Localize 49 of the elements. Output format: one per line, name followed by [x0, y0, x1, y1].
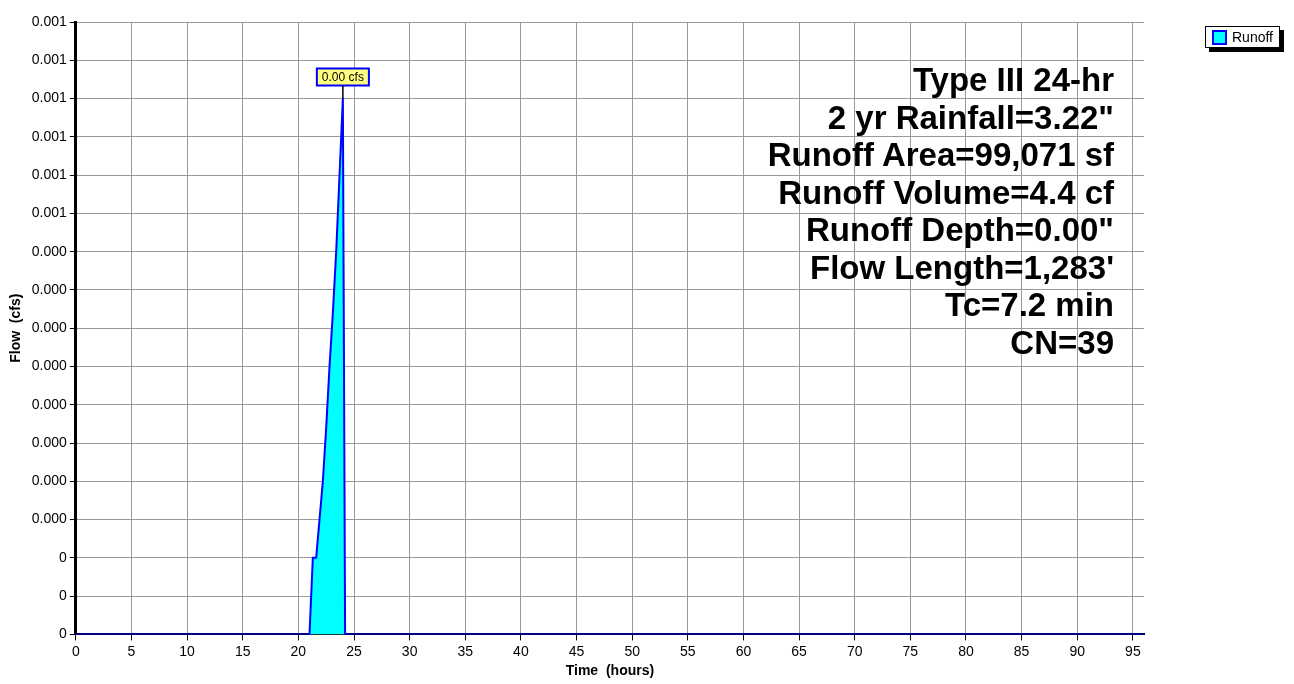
x-axis-title: Time (hours) [565, 662, 655, 679]
annotation: 2 yr Rainfall=3.22" [827, 98, 1114, 136]
annotation: Runoff Volume=4.4 cf [778, 173, 1115, 211]
y-tick-label: 0.001 [31, 12, 68, 29]
y-tick-label: 0 [59, 625, 68, 642]
x-tick-label: 50 [624, 642, 641, 659]
x-tick-label: 45 [568, 642, 585, 659]
annotation: Flow Length=1,283' [810, 248, 1114, 286]
x-tick-label: 40 [513, 642, 529, 659]
y-tick-label: 0.001 [31, 165, 68, 182]
x-tick-label: 5 [127, 642, 136, 659]
x-tick-label: 65 [791, 642, 808, 659]
y-tick-label: 0.000 [31, 510, 68, 527]
y-tick-label: 0.000 [31, 319, 68, 336]
x-tick-label: 80 [958, 642, 974, 659]
x-tick-label: 10 [179, 642, 196, 659]
y-tick-label: 0.001 [31, 127, 68, 144]
x-tick-label: 55 [680, 642, 696, 659]
annotation: CN=39 [1010, 323, 1114, 361]
annotation: Runoff Depth=0.00" [805, 211, 1114, 249]
y-tick-label: 0.001 [31, 89, 68, 106]
y-tick-label: 0.000 [31, 433, 68, 450]
x-tick-label: 30 [401, 642, 418, 659]
x-tick-label: 90 [1069, 642, 1086, 659]
x-tick-label: 95 [1125, 642, 1141, 659]
data-label: 0.00 cfs [321, 69, 364, 84]
y-tick-label: 0.000 [31, 472, 68, 489]
y-tick-label: 0.000 [31, 280, 68, 297]
x-tick-label: 25 [346, 642, 362, 659]
y-tick-label: 0.000 [31, 395, 68, 412]
y-tick-label: 0.001 [31, 51, 68, 68]
y-tick-label: 0.001 [31, 204, 68, 221]
annotation: Runoff Area=99,071 sf [767, 136, 1116, 174]
legend-label: Runoff [1232, 29, 1273, 45]
x-tick-label: 15 [234, 642, 251, 659]
y-tick-label: 0.000 [31, 357, 68, 374]
annotation: Tc=7.2 min [944, 286, 1114, 324]
x-tick-label: 70 [846, 642, 863, 659]
y-tick-label: 0 [59, 548, 68, 565]
y-axis-title: Flow (cfs) [7, 293, 24, 363]
y-tick-label: 0 [59, 586, 68, 603]
x-tick-label: 0 [71, 642, 80, 659]
x-tick-label: 75 [902, 642, 919, 659]
y-tick-label: 0.000 [31, 242, 68, 259]
x-tick-label: 60 [735, 642, 752, 659]
x-tick-label: 35 [457, 642, 474, 659]
x-tick-label: 85 [1013, 642, 1030, 659]
annotation: Type III 24-hr [912, 61, 1115, 99]
x-tick-label: 20 [290, 642, 307, 659]
